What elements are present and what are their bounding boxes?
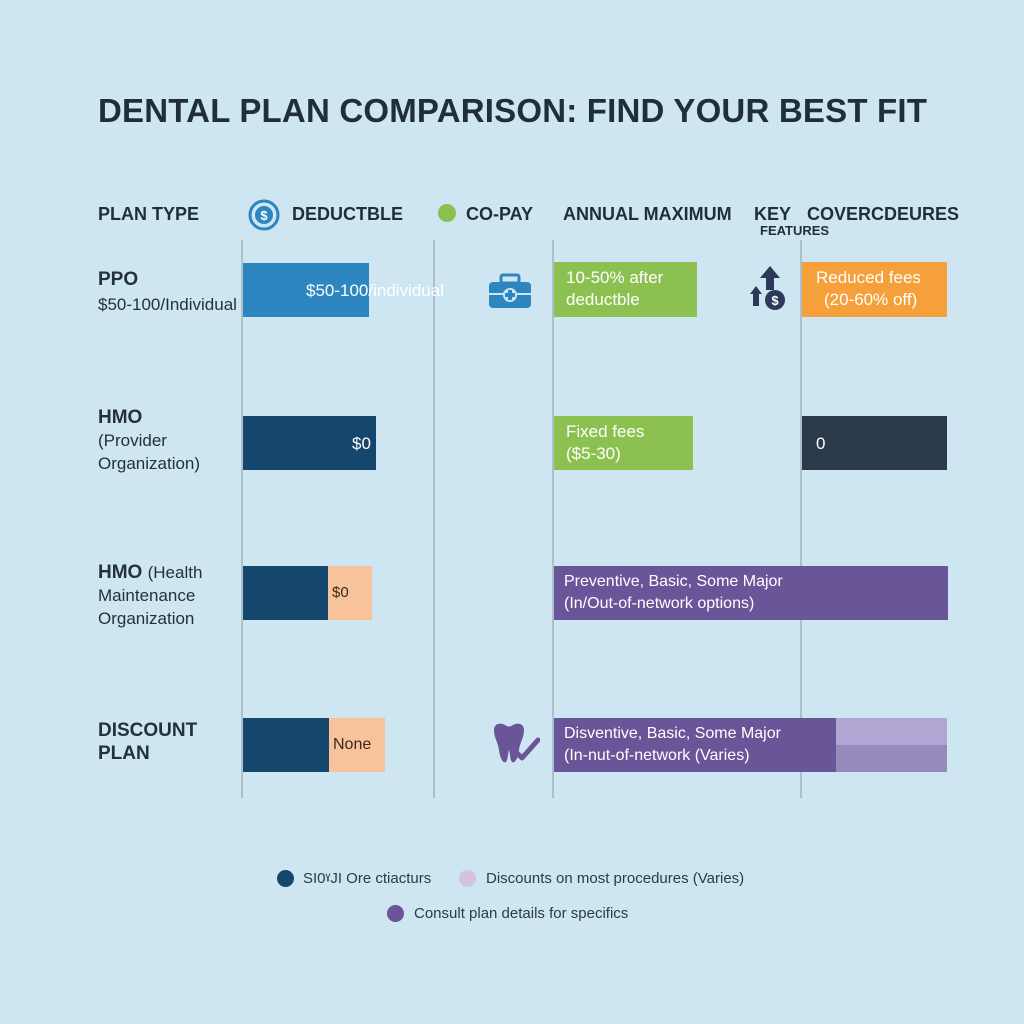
green-dot-icon [438, 204, 456, 222]
legend-dot-purple [387, 905, 404, 922]
tooth-check-icon [494, 723, 540, 763]
legend-label-2: Discounts on most procedures (Varies) [486, 870, 745, 887]
row-discount-label: DISCOUNT PLAN [98, 720, 198, 764]
deductible-label-discount: None [333, 736, 372, 753]
cost-up-icon: $ [750, 266, 785, 310]
row-hmo-provider-label: HMO (Provider Organization) [98, 406, 238, 475]
span-box-discount: Disventive, Basic, Some Major (In-nut-of… [554, 718, 836, 772]
span-discount-line1: Disventive, Basic, Some Major [564, 725, 781, 742]
header-coverage: COVERCDEURES [807, 204, 960, 224]
span-hmo-health-line2: (In/Out-of-network options) [564, 595, 755, 612]
annual-max-hmo-provider-line2: ($5-30) [566, 444, 621, 463]
grid-line-deductible [241, 240, 243, 798]
annual-max-box-hmo-provider: Fixed fees ($5-30) [554, 416, 693, 470]
grid-line-annual-max [552, 240, 554, 798]
legend-dot-navy [277, 870, 294, 887]
span-box-discount-light-top [836, 718, 947, 745]
header-deductible: DEDUCTBLE [292, 204, 403, 224]
medical-kit-icon [489, 273, 531, 308]
deductible-bar-hmo-health [243, 566, 328, 620]
legend-dot-lavender [459, 870, 476, 887]
header-plan-type: PLAN TYPE [98, 204, 200, 224]
svg-text:$: $ [771, 293, 779, 308]
row-ppo-sub: $50-100/Individual [98, 295, 237, 314]
row-ppo-label: PPO $50-100/Individual [98, 268, 237, 316]
deductible-label-ppo: $50-100/individual [306, 281, 444, 300]
header-key: KEY [754, 204, 792, 224]
span-hmo-health-line1: Preventive, Basic, Some Major [564, 573, 783, 590]
deductible-label-hmo-health: $0 [332, 584, 349, 601]
page-title: DENTAL PLAN COMPARISON: FIND YOUR BEST F… [98, 92, 928, 129]
coverage-ppo-line1: Reduced fees [816, 268, 921, 287]
deductible-bar-hmo-provider [243, 416, 376, 470]
annual-max-ppo-line1: 10-50% after [566, 268, 664, 287]
grid-line-copay [433, 240, 435, 798]
span-discount-line2: (In-nut-of-network (Varies) [564, 747, 750, 764]
coverage-label-hmo-provider: 0 [816, 434, 826, 453]
row-hmo-health-label: HMO (Health Maintenance Organization [98, 561, 238, 630]
legend-label-3: Consult plan details for specifics [414, 905, 629, 922]
grid-line-coverage [800, 240, 802, 798]
row-hmo-provider-sub: (Provider Organization) [98, 431, 201, 473]
row-hmo-health-sub: (Health Maintenance Organization [98, 563, 203, 628]
annual-max-hmo-provider-line1: Fixed fees [566, 422, 645, 441]
coverage-box-ppo: Reduced fees (20-60% off) [802, 262, 947, 317]
row-ppo-name: PPO [98, 269, 139, 290]
deductible-bar-discount [243, 718, 329, 772]
header-features: FEATURES [760, 223, 830, 238]
annual-max-box-ppo: 10-50% after deductble [554, 262, 697, 317]
coverage-box-hmo-provider [802, 416, 947, 470]
header-annual-maximum: ANNUAL MAXIMUM [563, 204, 732, 224]
deductible-bar-discount-peach [329, 718, 385, 772]
deductible-bar-ppo [243, 263, 369, 317]
span-box-hmo-health: Preventive, Basic, Some Major (In/Out-of… [554, 566, 948, 620]
header-copay: CO-PAY [466, 204, 534, 224]
dollar-coin-icon: $ [248, 199, 280, 231]
deductible-bar-hmo-health-peach [328, 566, 372, 620]
svg-text:$: $ [260, 208, 268, 223]
span-box-discount-light-bottom [836, 745, 947, 772]
legend-label-1: SI0ˠJI Ore ctiacturs [303, 870, 432, 887]
deductible-label-hmo-provider: $0 [352, 434, 371, 453]
annual-max-ppo-line2: deductble [566, 290, 640, 309]
row-hmo-provider-name: HMO [98, 407, 143, 428]
row-hmo-health-name: HMO [98, 562, 143, 583]
coverage-ppo-line2: (20-60% off) [824, 290, 918, 309]
